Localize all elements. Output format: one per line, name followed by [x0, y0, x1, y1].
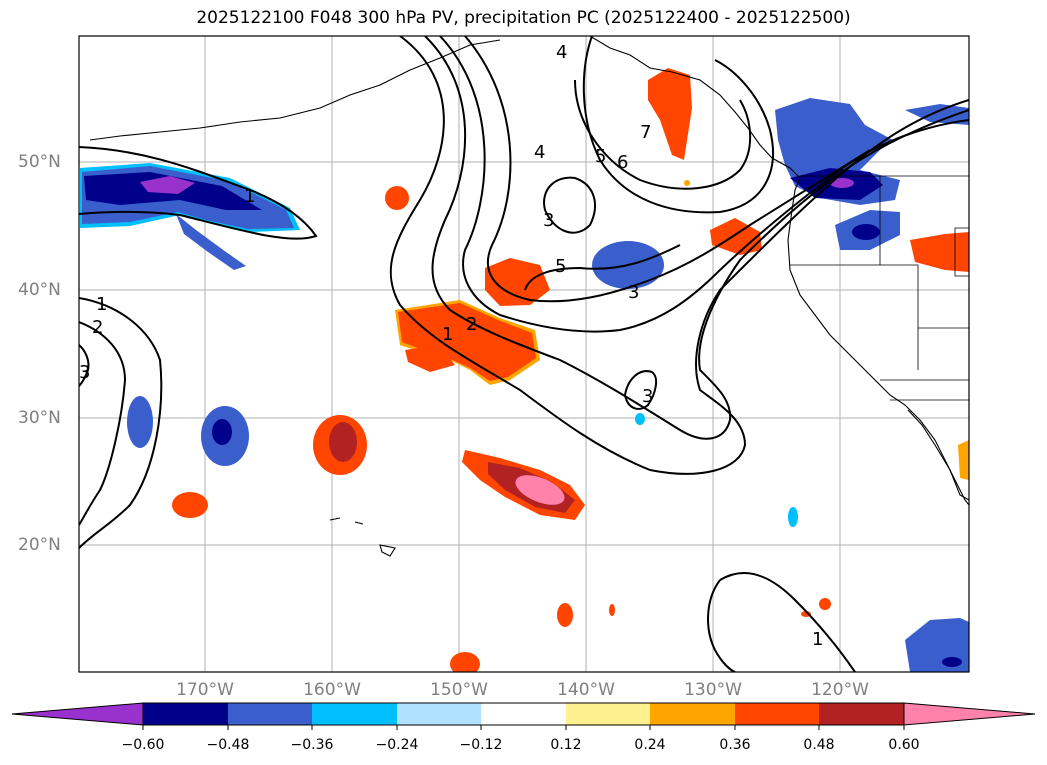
contour-label: 3 [642, 386, 653, 407]
lat-label-30n: 30°N [18, 408, 61, 428]
state-borders [790, 175, 969, 401]
contour-label: 5 [595, 146, 606, 167]
contour-label: 3 [543, 210, 554, 231]
colorbar-tick: −0.36 [290, 737, 334, 753]
contour-labels: 1 1 2 3 4 4 5 5 6 7 3 3 2 1 1 3 [79, 42, 823, 650]
colorbar-bin [566, 703, 650, 725]
lat-label-40n: 40°N [18, 280, 61, 300]
contour-label: 1 [96, 294, 107, 315]
contour-label: 2 [92, 317, 103, 338]
lon-label-140w: 140°W [557, 680, 615, 700]
lat-label-50n: 50°N [18, 152, 61, 172]
colorbar-tick: −0.48 [206, 737, 250, 753]
lon-label-160w: 160°W [303, 680, 361, 700]
contour-label: 2 [466, 314, 477, 335]
colorbar-bin [650, 703, 735, 725]
lon-label-150w: 150°W [430, 680, 488, 700]
colorbar-bin [228, 703, 312, 725]
contour-label: 5 [555, 256, 566, 277]
lon-label-120w: 120°W [811, 680, 869, 700]
precip-negative-small [127, 241, 969, 672]
contour-label: 3 [79, 362, 90, 383]
colorbar-extend-high [903, 702, 1036, 726]
colorbar-tick: 0.12 [550, 737, 582, 753]
colorbar-tick: 0.36 [719, 737, 751, 753]
map-title: 2025122100 F048 300 hPa PV, precipitatio… [196, 8, 851, 28]
contour-label: 4 [556, 42, 567, 63]
lon-label-170w: 170°W [176, 680, 234, 700]
coastlines [89, 36, 969, 557]
contour-label: 7 [640, 122, 651, 143]
colorbar-bin [312, 703, 397, 725]
precip-negative-west [80, 163, 300, 270]
map-frame [78, 35, 970, 673]
precip-negative-northeast [775, 98, 969, 250]
contour-label: 6 [617, 152, 628, 173]
precip-positive [172, 68, 969, 672]
colorbar-extend-low [11, 702, 144, 726]
colorbar-bin [819, 703, 904, 725]
lat-label-20n: 20°N [18, 535, 61, 555]
colorbar-tick: 0.60 [888, 737, 920, 753]
colorbar-tick: −0.60 [121, 737, 165, 753]
colorbar-bin [481, 703, 566, 725]
colorbar-tick: 0.24 [634, 737, 666, 753]
colorbar-tick: −0.12 [459, 737, 503, 753]
colorbar-bin [143, 703, 228, 725]
contour-label: 4 [534, 142, 545, 163]
colorbar-bin [735, 703, 819, 725]
contour-label: 1 [442, 324, 453, 345]
colorbar-tick: −0.24 [375, 737, 419, 753]
lon-label-130w: 130°W [684, 680, 742, 700]
contour-label: 1 [812, 629, 823, 650]
colorbar [11, 702, 1036, 730]
contour-label: 3 [628, 282, 639, 303]
contour-label: 1 [244, 186, 255, 207]
colorbar-bin [397, 703, 481, 725]
pv-contours [79, 36, 969, 672]
colorbar-tick: 0.48 [803, 737, 835, 753]
